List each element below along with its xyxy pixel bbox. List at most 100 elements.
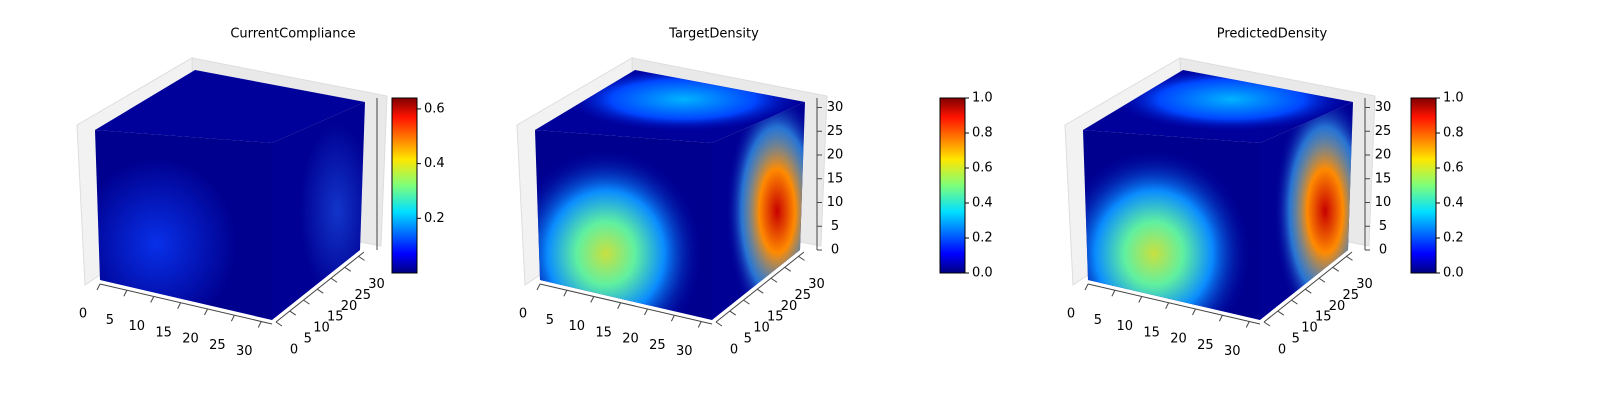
x-tick-label: 5	[106, 313, 114, 328]
z-tick-label: 10	[827, 195, 844, 210]
x-tick-label: 5	[546, 313, 554, 328]
x-tick-label: 30	[236, 344, 253, 359]
y-tick	[715, 321, 723, 327]
x-tick	[590, 296, 595, 303]
y-tick-label: 20	[781, 299, 798, 314]
z-tick-label: 5	[1379, 219, 1387, 234]
colorbar-tick-label: 0.6	[972, 161, 993, 176]
x-tick-label: 0	[1067, 307, 1075, 322]
y-tick-label: 15	[1315, 310, 1332, 325]
y-tick	[756, 288, 764, 294]
y-tick-label: 15	[767, 310, 784, 325]
y-tick-label: 15	[327, 310, 344, 325]
x-tick	[617, 302, 622, 309]
x-tick-label: 20	[182, 332, 199, 347]
y-tick	[358, 255, 365, 261]
y-tick-label: 20	[1329, 299, 1346, 314]
cube-right-shade	[712, 102, 805, 320]
y-tick	[770, 277, 778, 283]
y-tick	[743, 299, 750, 305]
x-tick	[1084, 283, 1089, 291]
z-tick-label: 30	[827, 100, 844, 115]
z-tick-label: 30	[1375, 100, 1392, 115]
y-tick	[344, 266, 352, 272]
x-tick	[230, 315, 235, 322]
colorbar-tick-label: 0.4	[972, 196, 993, 211]
colorbar-tick-label: 0.0	[1443, 266, 1464, 281]
x-tick	[123, 290, 128, 297]
x-tick	[697, 321, 702, 328]
z-tick-label: 0	[831, 243, 839, 258]
colorbar-tick-label: 0.6	[1443, 161, 1464, 176]
colorbar-tick-label: 0.0	[972, 266, 993, 281]
y-tick	[729, 310, 737, 316]
cube-top-shade	[1083, 70, 1353, 143]
x-tick-label: 25	[649, 338, 666, 353]
x-tick	[1165, 302, 1170, 309]
x-tick	[257, 321, 262, 328]
x-tick-label: 30	[676, 344, 693, 359]
y-tick	[316, 288, 324, 294]
z-tick-label: 5	[831, 219, 839, 234]
y-tick	[1263, 321, 1271, 327]
x-tick	[1245, 321, 1250, 328]
y-tick	[1318, 277, 1326, 283]
x-axis	[1087, 283, 1261, 325]
x-tick-label: 10	[568, 319, 585, 334]
colorbar	[939, 97, 966, 274]
x-tick-label: 15	[1143, 325, 1160, 340]
y-tick-label: 25	[794, 288, 811, 303]
x-tick-label: 30	[1224, 344, 1241, 359]
y-tick	[1277, 310, 1285, 316]
x-tick	[204, 308, 208, 316]
y-tick-label: 0	[730, 343, 738, 358]
x-tick	[150, 296, 155, 303]
x-tick-label: 25	[1197, 338, 1214, 353]
x-axis	[99, 283, 273, 325]
z-tick-label: 25	[827, 124, 844, 139]
y-tick-label: 5	[1292, 332, 1300, 347]
x-tick-label: 10	[1116, 319, 1133, 334]
y-tick	[303, 299, 310, 305]
panel-title: PredictedDensity	[1217, 27, 1328, 42]
x-axis	[539, 283, 713, 325]
panel-title: TargetDensity	[668, 27, 759, 42]
y-tick	[330, 277, 338, 283]
x-tick	[563, 290, 568, 297]
z-tick-label: 15	[827, 171, 844, 186]
colorbar-tick-label: 1.0	[972, 91, 993, 106]
y-tick-label: 25	[1342, 288, 1359, 303]
cube-front-shade	[1083, 130, 1260, 320]
y-tick	[784, 266, 792, 272]
x-tick-label: 5	[1094, 313, 1102, 328]
colorbar-tick-label: 0.2	[972, 231, 993, 246]
x-tick	[177, 302, 182, 309]
y-tick	[1346, 255, 1353, 261]
y-tick-label: 25	[354, 288, 371, 303]
y-tick-label: 10	[1301, 321, 1318, 336]
x-tick	[96, 283, 101, 291]
y-tick-label: 30	[808, 277, 825, 292]
y-tick-label: 20	[341, 299, 358, 314]
y-tick-label: 5	[304, 332, 312, 347]
y-tick	[1304, 288, 1312, 294]
colorbar-tick-label: 0.4	[1443, 196, 1464, 211]
colorbar	[1410, 97, 1437, 274]
z-tick-label: 20	[1375, 148, 1392, 163]
colorbar-tick-label: 0.2	[1443, 231, 1464, 246]
y-tick-label: 30	[1356, 277, 1373, 292]
y-tick-label: 0	[290, 343, 298, 358]
colorbar-tick-label: 0.2	[424, 211, 445, 226]
x-tick	[670, 315, 675, 322]
x-tick	[1218, 315, 1223, 322]
y-tick-label: 10	[313, 321, 330, 336]
y-tick-label: 0	[1278, 343, 1286, 358]
z-tick-label: 25	[1375, 124, 1392, 139]
y-tick-label: 5	[744, 332, 752, 347]
x-tick-label: 10	[128, 319, 145, 334]
z-tick-label: 15	[1375, 171, 1392, 186]
colorbar-tick-label: 0.6	[424, 101, 445, 116]
y-axis	[275, 251, 365, 323]
